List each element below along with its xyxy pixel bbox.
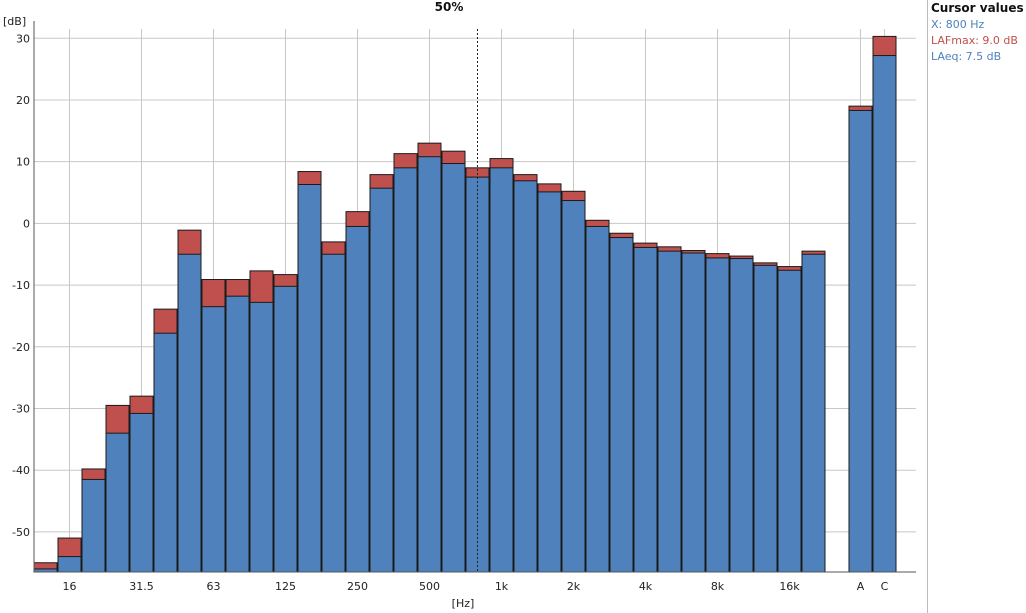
bar-laeq [681, 252, 706, 573]
cursor-x-value: X: 800 Hz [931, 18, 985, 31]
x-tick-label: C [881, 580, 889, 593]
x-tick-label: 16k [779, 580, 800, 593]
bar-laeq [393, 167, 418, 573]
y-tick-label: 10 [16, 156, 30, 169]
bar-laeq [225, 295, 250, 573]
bar-laeq [633, 246, 658, 573]
x-tick-label: 500 [419, 580, 440, 593]
cursor-laeq-value: LAeq: 7.5 dB [931, 50, 1002, 63]
bar-laeq [345, 225, 370, 573]
bar-laeq [801, 253, 826, 573]
x-tick-label: 31.5 [129, 580, 154, 593]
bar-laeq [609, 237, 634, 573]
x-tick-label: 1k [495, 580, 509, 593]
cursor-lafmax-value: LAFmax: 9.0 dB [931, 34, 1018, 47]
y-tick-label: -30 [12, 402, 30, 415]
bar-laeq [369, 187, 394, 573]
bar-laeq [177, 253, 202, 573]
x-tick-label: 4k [639, 580, 653, 593]
x-tick-label: 125 [275, 580, 296, 593]
bar-laeq [105, 432, 130, 573]
bar-laeq [753, 264, 778, 573]
bar-laeq [249, 301, 274, 573]
cursor-values-heading: Cursor values [931, 1, 1024, 15]
bar-laeq [585, 225, 610, 573]
bar-laeq [321, 253, 346, 573]
y-tick-label: -20 [12, 341, 30, 354]
x-tick-label: 8k [711, 580, 725, 593]
y-tick-label: 20 [16, 94, 30, 107]
axes: -50 -40 -30 -20 -10 0 10 20 30 16 31.5 63 125 250 500 1… [12, 21, 916, 593]
x-tick-label: A [857, 580, 865, 593]
x-tick-label: 63 [207, 580, 221, 593]
bar-laeq [129, 412, 154, 573]
y-tick-label: 0 [23, 217, 30, 230]
bar-laeq [441, 163, 466, 573]
bar-laeq [777, 269, 802, 573]
bar-laeq [57, 556, 82, 573]
bar-laeq [297, 183, 322, 573]
bar-laeq [657, 250, 682, 573]
bar-laeq [417, 156, 442, 573]
bar-laeq [201, 306, 226, 573]
chart-title: 50% [435, 0, 464, 14]
spectrum-chart[interactable]: 50% [dB] [Hz] -50 -40 -30 -20 -10 0 10 20 30 16 31… [0, 0, 926, 613]
y-tick-label: -10 [12, 279, 30, 292]
bar-laeq [489, 167, 514, 573]
bar-laeq [273, 285, 298, 573]
bar-laeq [848, 109, 873, 573]
bar-laeq [872, 55, 897, 573]
y-tick-label: 30 [16, 32, 30, 45]
bar-laeq [705, 257, 730, 573]
x-axis-unit: [Hz] [452, 597, 475, 610]
bar-laeq [81, 478, 106, 573]
bar-laeq [561, 200, 586, 573]
y-axis-unit: [dB] [3, 15, 26, 28]
x-tick-label: 250 [347, 580, 368, 593]
cursor-values-panel: Cursor values X: 800 Hz LAFmax: 9.0 dB L… [927, 0, 1026, 613]
y-tick-label: -50 [12, 526, 30, 539]
bar-laeq [153, 332, 178, 573]
y-tick-label: -40 [12, 464, 30, 477]
x-tick-label: 2k [567, 580, 581, 593]
bar-laeq [537, 191, 562, 573]
bar-laeq [729, 258, 754, 573]
bar-laeq [513, 180, 538, 573]
x-tick-label: 16 [63, 580, 77, 593]
bars [33, 35, 897, 573]
